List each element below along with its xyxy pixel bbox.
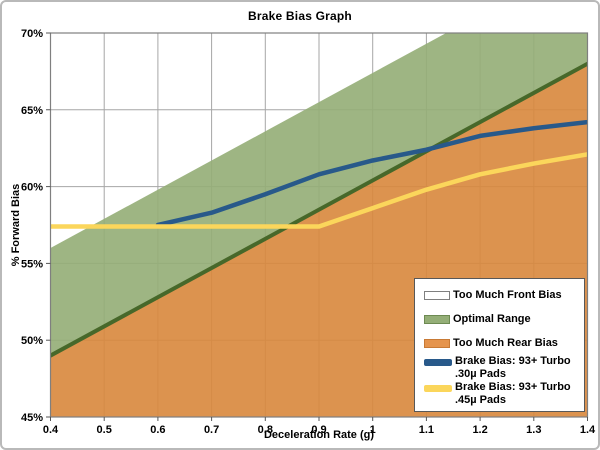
- series-line-30u-pads: [155, 119, 588, 228]
- y-tick-label: 45%: [21, 412, 43, 424]
- x-tick-label: 1.3: [526, 424, 541, 436]
- optimal-lower-edge-line: [50, 61, 588, 358]
- chart-title: Brake Bias Graph: [248, 9, 352, 23]
- x-tick-label: 1.1: [419, 424, 434, 436]
- x-tick-label: 1.4: [580, 424, 596, 436]
- legend-area-swatch: [424, 315, 450, 324]
- legend-area-swatch: [424, 291, 450, 301]
- legend-line-swatch: [424, 359, 452, 367]
- legend-item: Too Much Rear Bias: [424, 331, 580, 355]
- legend-item: Brake Bias: 93+ Turbo .30µ Pads: [424, 355, 580, 381]
- x-axis-title: Deceleration Rate (g): [263, 429, 375, 441]
- y-axis-title: % Forward Bias: [10, 183, 22, 267]
- y-tick-labels: 45% 50% 55% 60% 65% 70%: [21, 28, 43, 424]
- y-tick-label: 50%: [21, 335, 43, 347]
- legend-label: Too Much Rear Bias: [453, 336, 558, 349]
- y-tick-label: 60%: [21, 182, 43, 194]
- x-tick-label: 1: [370, 424, 376, 436]
- legend-line-swatch: [424, 385, 452, 393]
- y-tick-label: 65%: [21, 105, 43, 117]
- x-tick-label: 1.2: [472, 424, 487, 436]
- legend-label: Brake Bias: 93+ Turbo .45µ Pads: [455, 381, 571, 407]
- y-tick-label: 70%: [21, 28, 43, 40]
- legend-item: Brake Bias: 93+ Turbo .45µ Pads: [424, 381, 580, 407]
- legend-item: Too Much Front Bias: [424, 284, 580, 308]
- legend-area-swatch: [424, 338, 450, 348]
- chart-legend: Too Much Front Bias Optimal Range Too Much…: [414, 278, 585, 412]
- x-tick-label: 0.6: [150, 424, 165, 436]
- legend-label: Brake Bias: 93+ Turbo .30µ Pads: [455, 355, 571, 381]
- x-tick-label: 0.4: [43, 424, 59, 436]
- axis-ticks: [46, 32, 588, 421]
- legend-item: Optimal Range: [424, 308, 580, 332]
- optimal-range-area: [50, 33, 588, 356]
- x-tick-label: 0.5: [97, 424, 112, 436]
- legend-label: Optimal Range: [453, 313, 531, 325]
- y-tick-label: 55%: [21, 258, 43, 270]
- x-tick-labels: 0.4 0.5 0.6 0.7 0.8 0.9 1 1.1 1.2 1.3 1.4: [43, 424, 596, 436]
- legend-label: Too Much Front Bias: [453, 289, 562, 302]
- x-tick-label: 0.7: [204, 424, 219, 436]
- x-tick-label: 0.8: [258, 424, 273, 436]
- series-line-45u-pads: [50, 152, 588, 229]
- x-tick-label: 0.9: [311, 424, 326, 436]
